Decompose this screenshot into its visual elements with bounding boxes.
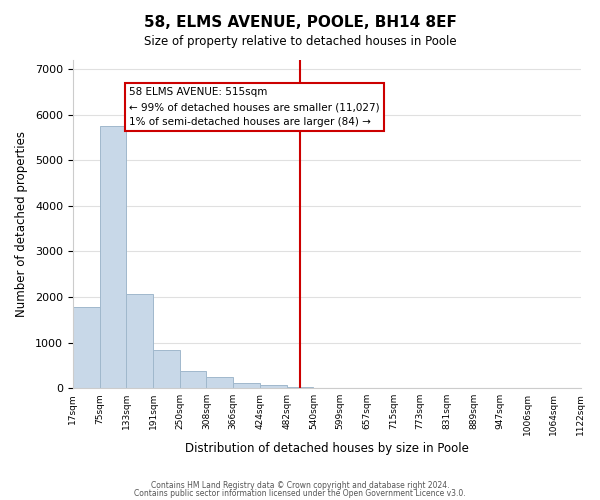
Bar bbox=[126, 294, 153, 388]
Text: 58, ELMS AVENUE, POOLE, BH14 8EF: 58, ELMS AVENUE, POOLE, BH14 8EF bbox=[143, 15, 457, 30]
Bar bbox=[179, 371, 206, 388]
Text: Contains HM Land Registry data © Crown copyright and database right 2024.: Contains HM Land Registry data © Crown c… bbox=[151, 481, 449, 490]
Bar bbox=[260, 385, 287, 388]
Y-axis label: Number of detached properties: Number of detached properties bbox=[15, 131, 28, 317]
Bar bbox=[233, 384, 260, 388]
Bar bbox=[73, 307, 100, 388]
Bar bbox=[100, 126, 126, 388]
Text: 58 ELMS AVENUE: 515sqm
← 99% of detached houses are smaller (11,027)
1% of semi-: 58 ELMS AVENUE: 515sqm ← 99% of detached… bbox=[129, 88, 380, 127]
Text: Contains public sector information licensed under the Open Government Licence v3: Contains public sector information licen… bbox=[134, 488, 466, 498]
X-axis label: Distribution of detached houses by size in Poole: Distribution of detached houses by size … bbox=[185, 442, 469, 455]
Bar bbox=[287, 387, 313, 388]
Bar bbox=[206, 377, 233, 388]
Text: Size of property relative to detached houses in Poole: Size of property relative to detached ho… bbox=[143, 35, 457, 48]
Bar bbox=[153, 350, 179, 388]
